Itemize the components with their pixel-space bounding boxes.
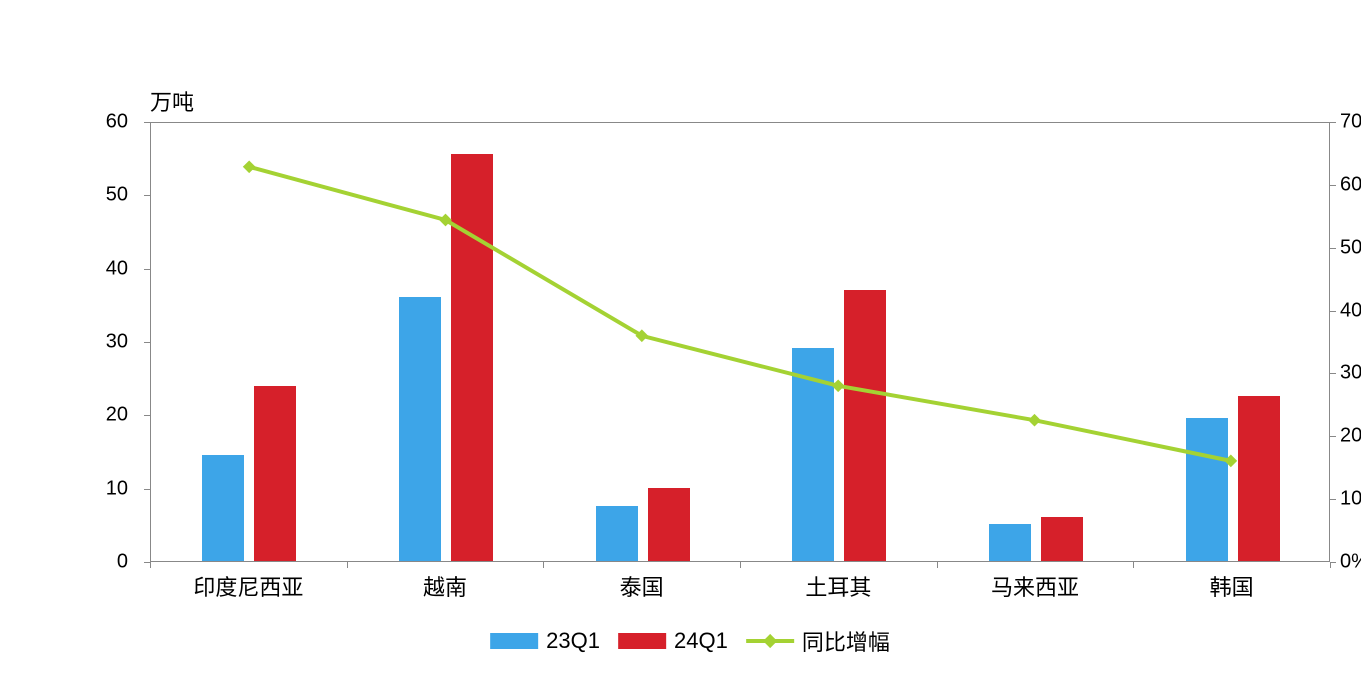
bar-23Q1-4 <box>989 524 1031 561</box>
legend-swatch <box>490 633 538 649</box>
y-left-tick: 40 <box>78 257 128 280</box>
tick-mark <box>1330 185 1336 186</box>
bar-24Q1-1 <box>451 154 493 561</box>
growth-marker-2 <box>635 329 648 342</box>
tick-mark <box>1330 248 1336 249</box>
y-left-tick: 50 <box>78 184 128 207</box>
bar-23Q1-3 <box>792 348 834 561</box>
tick-mark <box>740 562 741 568</box>
legend: 23Q1 24Q1 同比增幅 <box>490 625 890 657</box>
y-left-tick: 0 <box>78 551 128 574</box>
chart-container: 万吨 0 10 20 30 40 50 60 0% 10% 20% 30% 40… <box>60 40 1320 640</box>
tick-mark <box>1330 311 1336 312</box>
y-right-tick: 60% <box>1340 173 1361 196</box>
y-right-tick: 40% <box>1340 299 1361 322</box>
x-category-label: 越南 <box>423 570 467 602</box>
tick-mark <box>1330 373 1336 374</box>
x-category-label: 土耳其 <box>805 570 871 602</box>
bar-23Q1-2 <box>596 506 638 561</box>
y-right-tick: 0% <box>1340 551 1361 574</box>
tick-mark <box>937 562 938 568</box>
bar-23Q1-0 <box>202 455 244 561</box>
bar-24Q1-4 <box>1041 517 1083 561</box>
plot-area <box>150 122 1330 562</box>
legend-item-24q1: 24Q1 <box>618 628 728 654</box>
legend-label: 同比增幅 <box>802 625 890 657</box>
y-right-tick: 20% <box>1340 425 1361 448</box>
bar-24Q1-0 <box>254 386 296 561</box>
y-right-tick: 10% <box>1340 488 1361 511</box>
bar-23Q1-5 <box>1186 418 1228 561</box>
bar-24Q1-5 <box>1238 396 1280 561</box>
legend-label: 23Q1 <box>546 628 600 654</box>
tick-mark <box>543 562 544 568</box>
legend-swatch <box>618 633 666 649</box>
y-right-tick: 30% <box>1340 362 1361 385</box>
legend-item-growth: 同比增幅 <box>746 625 890 657</box>
bar-23Q1-1 <box>399 297 441 561</box>
tick-mark <box>150 562 151 568</box>
growth-marker-1 <box>439 214 452 227</box>
unit-label: 万吨 <box>150 85 194 117</box>
tick-mark <box>1330 562 1331 568</box>
legend-item-23q1: 23Q1 <box>490 628 600 654</box>
bar-24Q1-2 <box>648 488 690 561</box>
y-left-tick: 60 <box>78 111 128 134</box>
legend-line-swatch <box>746 639 794 643</box>
y-right-tick: 50% <box>1340 236 1361 259</box>
tick-mark <box>1330 499 1336 500</box>
y-left-tick: 20 <box>78 404 128 427</box>
x-category-label: 马来西亚 <box>991 570 1079 602</box>
x-category-label: 韩国 <box>1210 570 1254 602</box>
x-category-label: 泰国 <box>620 570 664 602</box>
y-left-tick: 10 <box>78 477 128 500</box>
tick-mark <box>1330 436 1336 437</box>
y-right-tick: 70% <box>1340 111 1361 134</box>
tick-mark <box>347 562 348 568</box>
growth-marker-0 <box>243 160 256 173</box>
growth-line <box>249 167 1231 461</box>
tick-mark <box>1330 122 1336 123</box>
bar-24Q1-3 <box>844 290 886 561</box>
tick-mark <box>1133 562 1134 568</box>
legend-label: 24Q1 <box>674 628 728 654</box>
y-left-tick: 30 <box>78 331 128 354</box>
x-category-label: 印度尼西亚 <box>193 570 303 602</box>
growth-marker-4 <box>1028 414 1041 427</box>
